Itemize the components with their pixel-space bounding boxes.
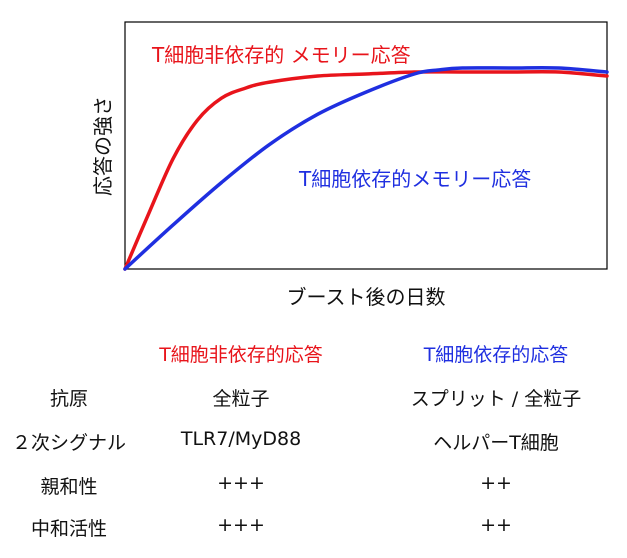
row-affinity-t-independent: +++: [217, 472, 265, 494]
row-label-secondary-signal: ２次シグナル: [11, 432, 127, 454]
row-antigen-t-dependent: スプリット / 全粒子: [410, 388, 582, 410]
row-affinity-t-dependent: ++: [480, 472, 512, 494]
row-secondary-signal-t-independent: TLR7/MyD88: [180, 428, 302, 450]
row-antigen-t-independent: 全粒子: [212, 388, 270, 410]
response-chart: T細胞非依存的 メモリー応答 T細胞依存的メモリー応答 ブースト後の日数 応答の…: [91, 21, 609, 309]
series-label-blue: T細胞依存的メモリー応答: [298, 167, 531, 191]
row-label-affinity: 親和性: [40, 476, 98, 498]
column-header-t-independent: T細胞非依存的応答: [159, 344, 323, 366]
column-header-t-dependent: T細胞依存的応答: [423, 344, 569, 366]
plot-frame: [124, 21, 608, 270]
row-secondary-signal-t-dependent: ヘルパーT細胞: [433, 432, 559, 454]
row-label-neutralizing: 中和活性: [30, 518, 108, 540]
x-axis-label: ブースト後の日数: [287, 285, 446, 309]
series-label-red: T細胞非依存的 メモリー応答: [151, 43, 411, 67]
series-line-t-independent: [123, 69, 609, 271]
y-axis-label: 応答の強さ: [91, 96, 115, 196]
row-label-antigen: 抗原: [49, 388, 89, 410]
row-neutralizing-t-dependent: ++: [480, 514, 512, 536]
series-line-t-dependent: [123, 65, 609, 271]
row-neutralizing-t-independent: +++: [217, 514, 265, 536]
series-layer: [123, 65, 609, 271]
